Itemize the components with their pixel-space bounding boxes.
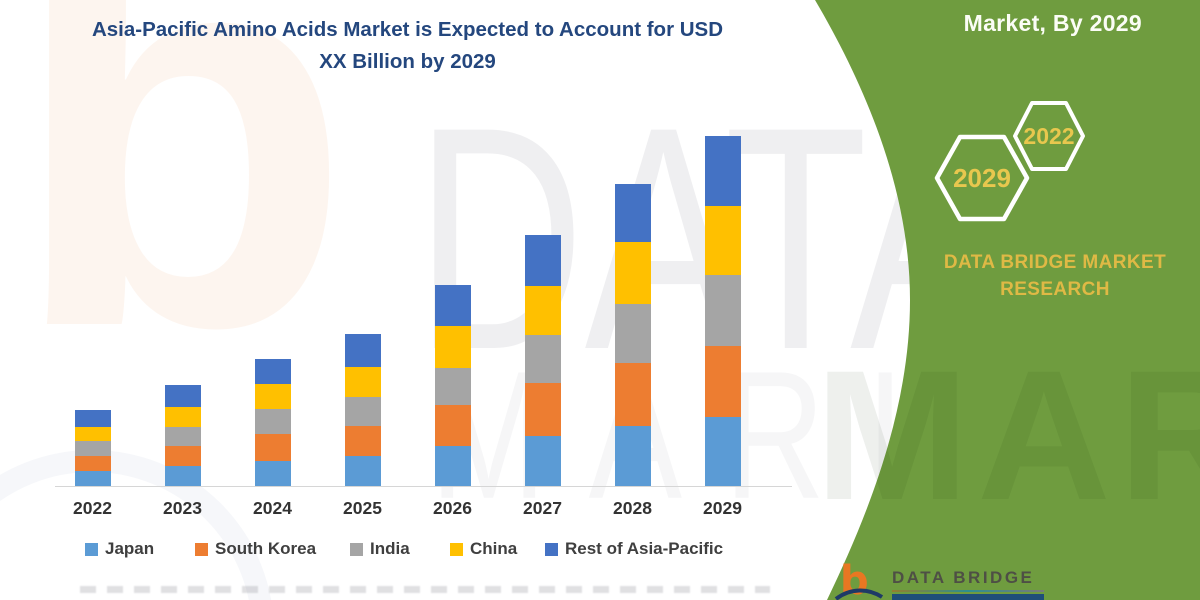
x-tick-label-2027: 2027 — [523, 498, 562, 518]
bar-segment-india-2025 — [344, 397, 381, 426]
bar-segment-rest-of-asia-pacific-2025 — [344, 334, 381, 367]
bar-segment-india-2029 — [704, 275, 741, 346]
bar-2022 — [74, 410, 111, 486]
legend-swatch-icon — [195, 542, 208, 556]
legend-swatch-icon — [350, 542, 363, 556]
right-panel: MARKET Market, By 2029 2029 2022 DATA BR… — [760, 0, 1200, 600]
bar-2025 — [344, 334, 381, 486]
footer-brand-text: DATA BRIDGE — [892, 568, 1035, 587]
footer-ribbon — [892, 594, 1044, 600]
bar-segment-japan-2027 — [524, 436, 561, 486]
bar-2029 — [704, 136, 741, 486]
x-tick-label-2026: 2026 — [433, 498, 472, 518]
bar-segment-south-korea-2024 — [254, 434, 291, 461]
bar-segment-south-korea-2028 — [614, 363, 651, 426]
bar-segment-china-2023 — [164, 407, 201, 427]
legend: Japan South Korea India China Rest of Asia-P… — [0, 539, 800, 563]
legend-label: South Korea — [215, 539, 317, 558]
panel-watermark-text: MARKET — [815, 333, 1200, 539]
bar-segment-japan-2023 — [164, 466, 201, 486]
bar-segment-japan-2026 — [434, 446, 471, 486]
bar-segment-japan-2022 — [74, 471, 111, 486]
x-tick-label-2028: 2028 — [613, 498, 652, 518]
legend-item-india: India — [350, 539, 410, 559]
legend-label: China — [470, 539, 518, 558]
legend-item-china: China — [450, 539, 517, 559]
bar-segment-rest-of-asia-pacific-2029 — [704, 136, 741, 206]
bar-segment-rest-of-asia-pacific-2028 — [614, 184, 651, 242]
brand-caption: DATA BRIDGE MARKET RESEARCH — [943, 252, 1167, 300]
legend-swatch-icon — [545, 542, 558, 556]
chart-title: Asia-Pacific Amino Acids Market is Expec… — [25, 14, 790, 78]
chart-title-line2: XX Billion by 2029 — [319, 49, 496, 73]
hexagon-badge-2029: 2029 — [934, 134, 1030, 222]
bar-segment-india-2026 — [434, 368, 471, 405]
bar-segment-china-2026 — [434, 326, 471, 368]
legend-swatch-icon — [85, 542, 98, 556]
bar-segment-rest-of-asia-pacific-2027 — [524, 235, 561, 286]
hexagon-badge-label: 2029 — [953, 162, 1011, 193]
bar-segment-south-korea-2025 — [344, 426, 381, 456]
bar-segment-india-2028 — [614, 304, 651, 363]
footer-logo: b DATA BRIDGE — [832, 558, 1152, 600]
bar-2026 — [434, 285, 471, 486]
green-background-shape — [815, 0, 1200, 600]
hexagon-icon — [1013, 101, 1085, 171]
bar-segment-india-2024 — [254, 409, 291, 434]
hexagon-badge-2022: 2022 — [1012, 100, 1086, 172]
chart-title-line1: Asia-Pacific Amino Acids Market is Expec… — [91, 18, 724, 41]
x-tick-label-2025: 2025 — [343, 498, 382, 518]
bar-segment-south-korea-2029 — [704, 346, 741, 417]
x-tick-label-2029: 2029 — [703, 498, 742, 518]
bar-segment-south-korea-2026 — [434, 405, 471, 446]
bar-segment-india-2022 — [74, 441, 111, 456]
bar-segment-rest-of-asia-pacific-2023 — [164, 385, 201, 407]
bar-segment-rest-of-asia-pacific-2022 — [74, 410, 111, 427]
bar-segment-india-2023 — [164, 427, 201, 446]
bar-segment-japan-2029 — [704, 417, 741, 486]
bar-segment-china-2025 — [344, 367, 381, 397]
x-tick-label-2022: 2022 — [73, 498, 112, 518]
plot-area — [57, 130, 797, 486]
legend-item-rest-of-asia-pacific: Rest of Asia-Pacific — [545, 539, 723, 559]
x-tick-label-2023: 2023 — [163, 498, 202, 518]
legend-item-south-korea: South Korea — [195, 539, 316, 559]
bar-segment-south-korea-2022 — [74, 456, 111, 471]
bar-segment-india-2027 — [524, 335, 561, 383]
x-tick-label-2024: 2024 — [253, 498, 292, 518]
bar-segment-china-2027 — [524, 286, 561, 335]
panel-header-label: Market, By 2029 — [963, 10, 1142, 36]
bar-2023 — [164, 385, 201, 486]
hexagon-badge-label: 2022 — [1023, 122, 1075, 149]
bar-segment-china-2024 — [254, 384, 291, 409]
x-axis-labels: 2022 2023 2024 2025 2026 2027 2028 2029 — [57, 498, 797, 522]
bar-segment-china-2029 — [704, 206, 741, 275]
legend-label: India — [370, 539, 410, 558]
legend-swatch-icon — [450, 542, 463, 556]
bar-segment-japan-2028 — [614, 426, 651, 486]
hexagon-icon — [934, 134, 1030, 222]
bar-2028 — [614, 184, 651, 486]
bar-segment-japan-2024 — [254, 461, 291, 486]
bar-segment-rest-of-asia-pacific-2024 — [254, 359, 291, 384]
x-axis-line — [55, 486, 792, 487]
footer-underline — [892, 590, 1044, 592]
bar-segment-south-korea-2027 — [524, 383, 561, 436]
bar-segment-china-2022 — [74, 427, 111, 441]
databridge-logo-icon: b — [834, 558, 884, 600]
legend-label: Rest of Asia-Pacific — [565, 539, 724, 558]
legend-item-japan: Japan — [85, 539, 154, 559]
legend-label: Japan — [105, 539, 155, 558]
bar-segment-south-korea-2023 — [164, 446, 201, 466]
bar-segment-rest-of-asia-pacific-2026 — [434, 285, 471, 326]
bar-segment-china-2028 — [614, 242, 651, 304]
bar-segment-japan-2025 — [344, 456, 381, 486]
bar-2027 — [524, 235, 561, 486]
bar-2024 — [254, 359, 291, 486]
